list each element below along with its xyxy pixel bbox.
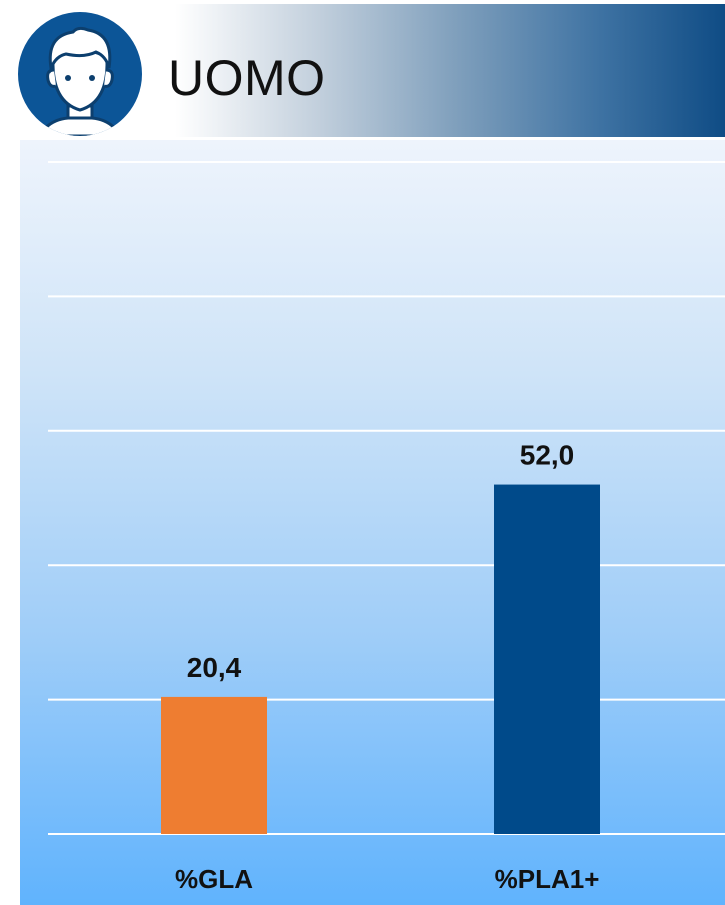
bar-chart: 20,4 %GLA 52,0 %PLA1+ [48,161,725,894]
category-label: %GLA [175,864,253,894]
bar-pla1 [494,484,600,834]
bar-value-label: 20,4 [187,652,242,683]
bar-value-label: 52,0 [520,440,575,471]
chart-plot-area: 20,4 %GLA 52,0 %PLA1+ [20,140,725,905]
man-face-icon [38,26,122,136]
bar-gla [161,696,267,834]
category-label: %PLA1+ [495,864,600,894]
page-title: UOMO [168,50,326,106]
avatar [15,9,145,139]
